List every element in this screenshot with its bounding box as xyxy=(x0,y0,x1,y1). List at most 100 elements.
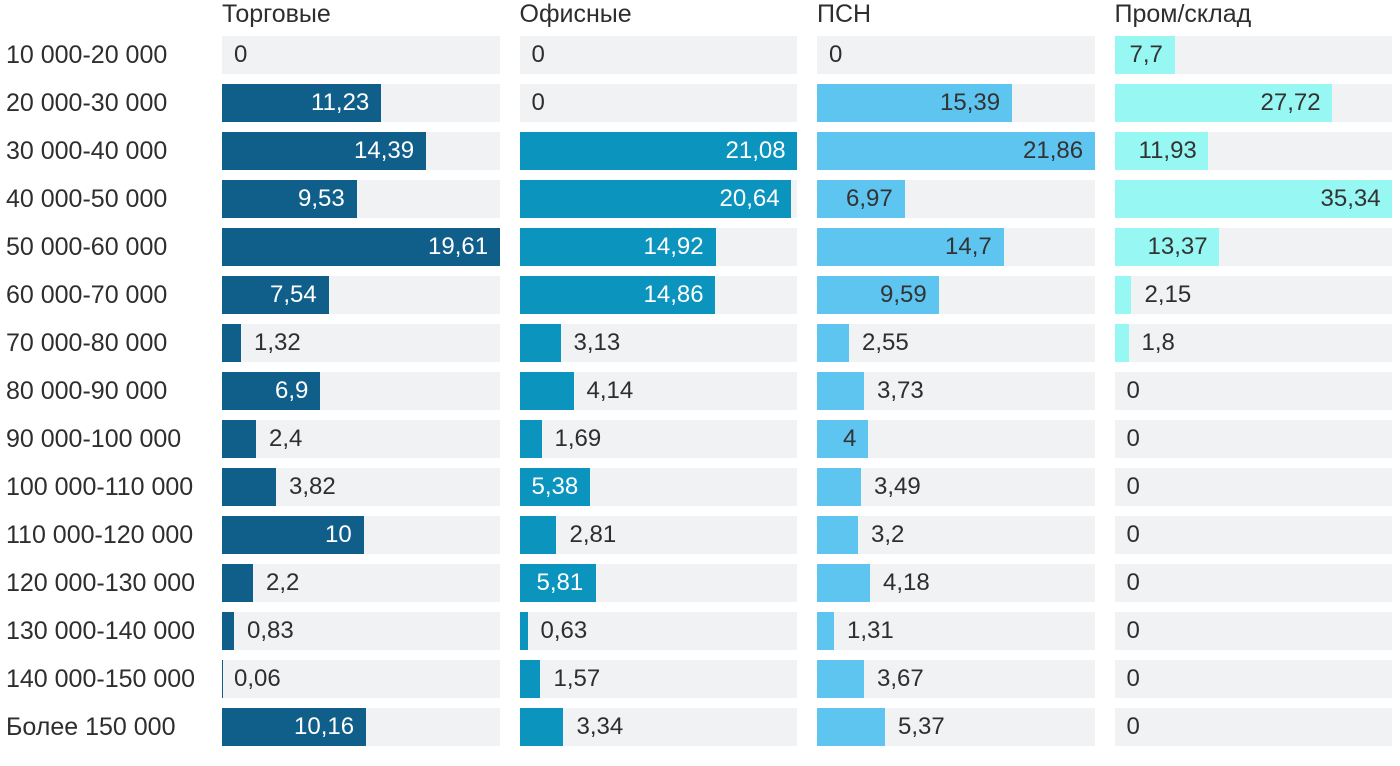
chart-row: 60 000-70 000 7,54 14,86 9,59 2,15 xyxy=(6,276,1392,314)
chart-row: 10 000-20 000 0 0 0 7,7 xyxy=(6,36,1392,74)
bar xyxy=(222,564,254,602)
bar-track: 4,18 xyxy=(817,564,1095,602)
bar-track: 0 xyxy=(1114,420,1392,458)
value-label: 5,81 xyxy=(536,569,584,596)
value-label: 15,39 xyxy=(940,89,1001,116)
value-label: 9,53 xyxy=(298,185,345,212)
value-label: 2,15 xyxy=(1144,281,1192,308)
bar xyxy=(519,612,528,650)
category-label: 110 000-120 000 xyxy=(6,520,194,549)
bar-track: 14,92 xyxy=(519,228,797,266)
value-label: 1,8 xyxy=(1141,329,1175,356)
value-label: 19,61 xyxy=(428,233,489,260)
value-label: 14,86 xyxy=(643,281,704,308)
bar-track: 4,14 xyxy=(519,372,797,410)
bar xyxy=(817,372,865,410)
bar-track: 0 xyxy=(1114,372,1392,410)
bar-track: 0,63 xyxy=(519,612,797,650)
bar xyxy=(817,276,939,314)
series-header: Офисные xyxy=(519,0,632,28)
value-label: 0 xyxy=(1126,473,1140,500)
bar xyxy=(817,420,868,458)
bar xyxy=(1114,36,1175,74)
bar xyxy=(817,228,1004,266)
value-label: 1,32 xyxy=(254,329,301,356)
category-label: 70 000-80 000 xyxy=(6,328,168,357)
bar-track: 3,67 xyxy=(817,660,1095,698)
bar-track: 2,81 xyxy=(519,516,797,554)
bar-track: 20,64 xyxy=(519,180,797,218)
bar-track: 21,86 xyxy=(817,132,1095,170)
bar xyxy=(519,708,564,746)
bar xyxy=(519,228,716,266)
value-label: 6,9 xyxy=(275,377,309,404)
bar xyxy=(519,180,792,218)
bar xyxy=(222,468,277,506)
bar xyxy=(519,372,574,410)
series-header: Торговые xyxy=(222,0,331,28)
bar-track: 6,9 xyxy=(222,372,500,410)
value-label: 0 xyxy=(1126,425,1140,452)
bar xyxy=(1114,228,1220,266)
series-header: ПСН xyxy=(817,0,872,28)
value-label: 3,67 xyxy=(877,665,924,692)
category-label: 120 000-130 000 xyxy=(6,568,196,597)
bar-track: 0 xyxy=(222,36,500,74)
bar-track: 3,2 xyxy=(817,516,1095,554)
value-label: 10 xyxy=(325,521,352,548)
bar xyxy=(1114,180,1392,218)
chart-row: 140 000-150 000 0,06 1,57 3,67 0 xyxy=(6,660,1392,698)
bar-track: 27,72 xyxy=(1114,84,1392,122)
value-label: 1,69 xyxy=(554,425,602,452)
value-label: 0,06 xyxy=(234,665,281,692)
bar-track: 0 xyxy=(1114,708,1392,746)
bar xyxy=(222,324,241,362)
value-label: 1,31 xyxy=(847,617,894,644)
bar-track: 1,31 xyxy=(817,612,1095,650)
value-label: 0,83 xyxy=(247,617,294,644)
category-label: 30 000-40 000 xyxy=(6,136,168,165)
value-label: 0 xyxy=(1126,665,1140,692)
bar xyxy=(817,180,906,218)
bar xyxy=(519,420,542,458)
value-label: 10,16 xyxy=(294,713,355,740)
bar xyxy=(222,84,381,122)
bar xyxy=(817,708,886,746)
bar-track: 0 xyxy=(1114,660,1392,698)
value-label: 3,73 xyxy=(877,377,924,404)
chart-row: 130 000-140 000 0,83 0,63 1,31 0 xyxy=(6,612,1392,650)
category-label: 60 000-70 000 xyxy=(6,280,168,309)
category-label: 10 000-20 000 xyxy=(6,40,168,69)
bar-track: 14,39 xyxy=(222,132,500,170)
value-label: 7,7 xyxy=(1129,41,1163,68)
value-label: 0 xyxy=(531,89,545,116)
bar-track: 5,37 xyxy=(817,708,1095,746)
value-label: 0 xyxy=(1126,569,1140,596)
bar xyxy=(1114,276,1132,314)
value-label: 11,93 xyxy=(1138,137,1197,164)
bar xyxy=(817,132,1095,170)
bar-track: 0 xyxy=(519,36,797,74)
value-label: 21,08 xyxy=(725,137,786,164)
value-label: 0 xyxy=(1126,377,1140,404)
bar-track: 2,4 xyxy=(222,420,500,458)
value-label: 5,37 xyxy=(898,713,945,740)
bar-track: 2,55 xyxy=(817,324,1095,362)
value-label: 2,55 xyxy=(862,329,909,356)
bar-track: 0 xyxy=(1114,516,1392,554)
value-label: 27,72 xyxy=(1260,89,1321,116)
bar-track: 3,13 xyxy=(519,324,797,362)
bar xyxy=(817,84,1013,122)
value-label: 0 xyxy=(531,41,545,68)
chart-row: 80 000-90 000 6,9 4,14 3,73 0 xyxy=(6,372,1392,410)
bar-track: 1,69 xyxy=(519,420,797,458)
category-label: 90 000-100 000 xyxy=(6,424,182,453)
value-label: 0 xyxy=(234,41,248,68)
bar-track: 2,2 xyxy=(222,564,500,602)
bar-track: 4 xyxy=(817,420,1095,458)
chart-row: Более 150 000 10,16 3,34 5,37 0 xyxy=(6,708,1392,746)
chart-row: 50 000-60 000 19,61 14,92 14,7 13,37 xyxy=(6,228,1392,266)
value-label: 3,34 xyxy=(576,713,624,740)
value-label: 20,64 xyxy=(719,185,780,212)
bar-track: 35,34 xyxy=(1114,180,1392,218)
